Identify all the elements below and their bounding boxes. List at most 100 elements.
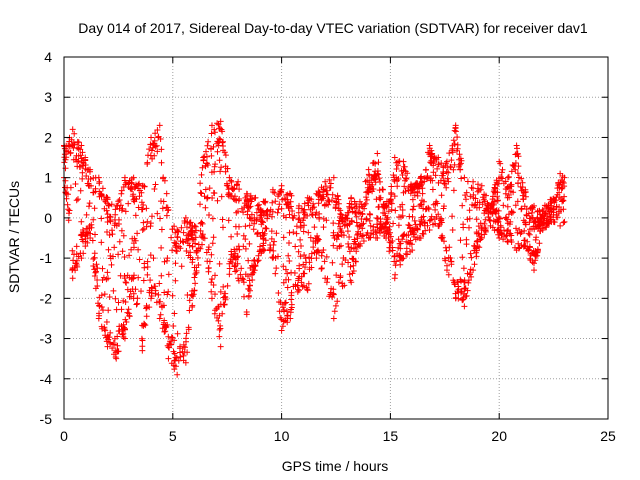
point-envelope-bottom <box>252 263 259 270</box>
point-envelope-bottom <box>531 267 538 274</box>
point-envelope-top <box>504 174 511 181</box>
x-axis-title: GPS time / hours <box>282 458 389 474</box>
y-axis-title: SDTVAR / TECUs <box>6 181 22 293</box>
x-tick-label: 5 <box>169 428 177 444</box>
point-envelope-bottom <box>561 218 568 225</box>
point-envelope-bottom <box>78 255 85 262</box>
point-envelope-bottom <box>200 235 207 241</box>
y-tick-label: 3 <box>44 89 52 105</box>
point-envelope-bottom <box>139 347 146 354</box>
point-envelope-top <box>148 134 155 141</box>
point-envelope-top <box>400 158 407 165</box>
y-tick-label: -5 <box>40 411 53 427</box>
point-envelope-bottom <box>208 295 215 302</box>
point-envelope-bottom <box>339 283 346 290</box>
point-envelope-bottom <box>374 235 381 241</box>
point-envelope-top <box>374 150 381 157</box>
point-envelope-top <box>435 154 442 161</box>
point-envelope-bottom <box>287 315 294 322</box>
point-envelope-bottom <box>487 222 494 229</box>
point-envelope-bottom <box>539 226 546 233</box>
point-envelope-bottom <box>391 275 398 282</box>
point-envelope-bottom <box>461 303 468 310</box>
point-envelope-top <box>78 142 85 149</box>
point-envelope-bottom <box>243 311 250 318</box>
point-envelope-top <box>539 206 546 213</box>
y-tick-label: -3 <box>40 331 53 347</box>
y-tick-label: 4 <box>44 49 52 65</box>
point-envelope-bottom <box>557 222 564 229</box>
point-envelope-top <box>365 166 372 173</box>
point-envelope-top <box>339 214 346 221</box>
point-envelope-top <box>513 142 520 149</box>
point-envelope-top <box>235 178 242 185</box>
point-envelope-top <box>409 182 416 189</box>
point-envelope-top <box>139 182 146 189</box>
point-envelope-top <box>261 198 268 205</box>
scatter-markers <box>61 120 568 373</box>
chart-title: Day 014 of 2017, Sidereal Day-to-day VTE… <box>78 20 588 36</box>
point-envelope-top <box>417 174 424 181</box>
point-envelope-top <box>461 174 468 181</box>
point-envelope-top <box>391 154 398 161</box>
point-envelope-bottom <box>504 239 511 246</box>
point-envelope-top <box>313 190 320 197</box>
point-envelope-top <box>156 122 163 129</box>
point-envelope-top <box>174 226 181 233</box>
point-envelope-top <box>95 174 102 181</box>
point-envelope-top <box>226 174 233 181</box>
point-envelope-bottom <box>156 315 163 322</box>
point-envelope-top <box>217 118 224 125</box>
point-envelope-top <box>296 202 303 209</box>
point-envelope-bottom <box>513 247 520 254</box>
point-envelope-top <box>531 202 538 209</box>
y-tick-label: 2 <box>44 129 52 145</box>
point-envelope-bottom <box>417 235 424 241</box>
point-envelope-bottom <box>435 222 442 229</box>
point-envelope-bottom <box>165 355 172 362</box>
y-tick-label: -1 <box>40 250 53 266</box>
point-envelope-bottom <box>496 235 503 241</box>
point-envelope-top <box>113 202 120 209</box>
point-envelope-bottom <box>452 295 459 302</box>
point-envelope-top <box>243 190 250 197</box>
point-envelope-bottom <box>470 267 477 274</box>
point-envelope-top <box>121 174 128 181</box>
point-envelope-bottom <box>478 235 485 241</box>
point-envelope-top <box>348 194 355 201</box>
point-envelope-top <box>304 194 311 201</box>
x-tick-label: 0 <box>60 428 68 444</box>
point-envelope-bottom <box>304 287 311 294</box>
point-envelope-top <box>322 178 329 185</box>
point-envelope-bottom <box>383 235 390 241</box>
point-envelope-bottom <box>69 275 76 282</box>
point-envelope-top <box>330 174 337 181</box>
point-envelope-bottom <box>269 255 276 262</box>
point-envelope-top <box>548 198 555 205</box>
point-envelope-top <box>200 154 207 161</box>
point-envelope-top <box>561 174 568 181</box>
point-envelope-top <box>443 158 450 165</box>
point-envelope-bottom <box>365 235 372 241</box>
point-envelope-top <box>287 190 294 197</box>
point-envelope-bottom <box>409 247 416 254</box>
point-envelope-bottom <box>174 371 181 378</box>
point-envelope-bottom <box>400 255 407 262</box>
point-envelope-bottom <box>261 247 268 254</box>
point-envelope-bottom <box>130 295 137 302</box>
x-tick-label: 15 <box>383 428 399 444</box>
point-envelope-top <box>522 186 529 193</box>
point-envelope-top <box>452 122 459 129</box>
point-envelope-bottom <box>148 295 155 302</box>
point-envelope-bottom <box>278 327 285 334</box>
point-envelope-top <box>104 194 111 201</box>
grid <box>64 57 608 419</box>
point-envelope-top <box>182 214 189 221</box>
point-envelope-bottom <box>95 315 102 322</box>
point-envelope-bottom <box>296 287 303 294</box>
point-envelope-top <box>278 182 285 189</box>
point-envelope-top <box>130 174 137 181</box>
point-envelope-top <box>557 170 564 177</box>
